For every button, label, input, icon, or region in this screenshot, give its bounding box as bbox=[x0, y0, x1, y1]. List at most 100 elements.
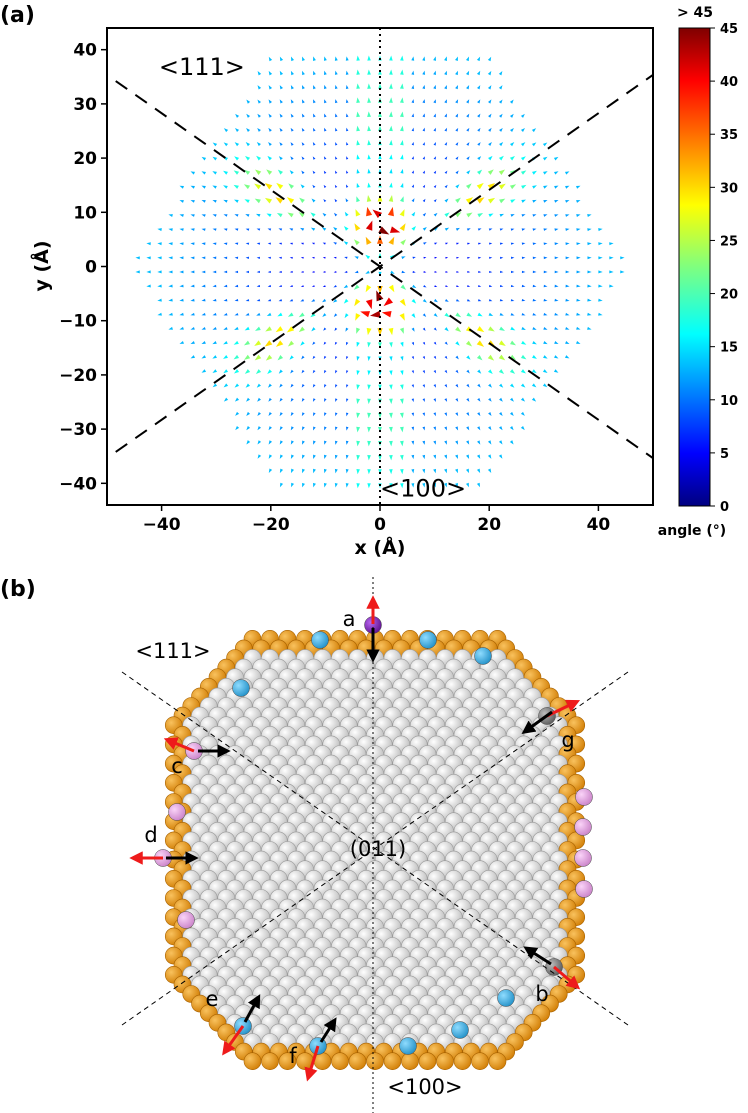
quiver-arrow bbox=[201, 355, 205, 358]
quiver-arrow bbox=[576, 228, 580, 231]
quiver-arrow bbox=[400, 183, 403, 188]
quiver-arrow bbox=[576, 285, 580, 288]
quiver-arrow bbox=[510, 142, 514, 146]
quiver-arrow bbox=[302, 114, 305, 118]
quiver-arrow bbox=[400, 69, 404, 74]
quiver-arrow bbox=[565, 200, 569, 203]
quiver-arrow bbox=[532, 214, 536, 217]
quiver-arrow bbox=[291, 440, 294, 444]
quiver-arrow bbox=[334, 313, 337, 317]
quiver-arrow bbox=[510, 426, 514, 430]
quiver-arrow bbox=[301, 243, 304, 245]
quiver-arrow bbox=[444, 113, 447, 117]
quiver-arrow bbox=[544, 257, 548, 260]
quiver-arrow bbox=[543, 171, 548, 175]
quiver-arrow bbox=[179, 313, 183, 316]
quiver-arrow bbox=[312, 257, 315, 259]
quiver-arrow bbox=[254, 340, 261, 346]
quiver-arrow bbox=[499, 184, 506, 190]
quiver-arrow bbox=[324, 113, 326, 117]
quiver-arrow bbox=[346, 483, 349, 487]
quiver-arrow bbox=[521, 369, 526, 373]
quiver-arrow bbox=[400, 398, 404, 404]
quiver-arrow bbox=[346, 56, 349, 60]
quiver-arrow bbox=[360, 311, 370, 317]
quiver-arrow bbox=[412, 285, 416, 288]
quiver-arrow bbox=[466, 128, 469, 132]
quiver-arrow bbox=[255, 199, 261, 204]
quiver-arrow bbox=[367, 182, 370, 187]
quiver-arrow bbox=[412, 342, 414, 345]
quiver-arrow bbox=[477, 114, 480, 118]
quiver-arrow bbox=[455, 85, 458, 89]
quiver-arrow bbox=[301, 257, 304, 259]
quiver-arrow bbox=[389, 455, 393, 460]
quiver-arrow bbox=[499, 412, 503, 416]
quiver-arrow bbox=[400, 370, 403, 375]
quiver-arrow bbox=[422, 85, 425, 89]
cluster-dir-111: <111> bbox=[135, 639, 210, 663]
quiver-arrow bbox=[500, 228, 504, 230]
quiver-arrow bbox=[324, 99, 327, 103]
quiver-arrow bbox=[299, 327, 305, 333]
x-tick-label: −40 bbox=[143, 515, 181, 535]
quiver-arrow bbox=[500, 285, 503, 287]
quiver-arrow bbox=[311, 228, 315, 231]
quiver-arrow bbox=[444, 128, 447, 132]
quiver-arrow bbox=[335, 384, 337, 387]
surface-adatom bbox=[420, 632, 437, 649]
quiver-arrow bbox=[244, 341, 250, 346]
quiver-arrow bbox=[346, 142, 348, 145]
quiver-arrow bbox=[444, 455, 447, 459]
quiver-arrow bbox=[455, 327, 461, 333]
quiver-arrow bbox=[466, 85, 469, 89]
quiver-arrow bbox=[587, 299, 591, 302]
quiver-arrow bbox=[254, 184, 261, 190]
quiver-arrow bbox=[323, 271, 326, 273]
quiver-arrow bbox=[280, 85, 283, 89]
quiver-arrow bbox=[521, 412, 525, 416]
quiver-arrow bbox=[213, 228, 217, 231]
quiver-arrow bbox=[324, 85, 327, 89]
quiver-arrow bbox=[477, 142, 480, 146]
quiver-arrow bbox=[235, 313, 239, 315]
quiver-arrow bbox=[291, 114, 294, 118]
surface-adatom bbox=[575, 819, 592, 836]
quiver-arrow bbox=[235, 383, 240, 387]
quiver-arrow bbox=[477, 440, 480, 444]
colorbar-tick-label: 45 bbox=[720, 22, 738, 37]
quiver-arrow bbox=[146, 256, 150, 259]
quiver-arrow bbox=[269, 454, 272, 458]
quiver-arrow bbox=[179, 200, 183, 203]
quiver-arrow bbox=[532, 341, 537, 344]
quiver-arrow bbox=[246, 285, 249, 287]
quiver-arrow bbox=[499, 169, 505, 175]
edge-atom bbox=[384, 1053, 401, 1070]
quiver-arrow bbox=[323, 328, 326, 331]
quiver-arrow bbox=[291, 398, 294, 402]
quiver-arrow bbox=[455, 142, 458, 146]
quiver-arrow bbox=[190, 299, 194, 302]
quiver-arrow bbox=[554, 299, 558, 302]
quiver-arrow bbox=[412, 128, 414, 132]
quiver-arrow bbox=[265, 340, 273, 346]
colorbar-tick-label: 40 bbox=[720, 75, 738, 90]
quiver-arrow bbox=[466, 183, 472, 188]
quiver-arrow bbox=[466, 440, 469, 444]
quiver-arrow bbox=[356, 328, 360, 334]
quiver-arrow bbox=[258, 85, 262, 89]
quiver-arrow bbox=[302, 156, 305, 160]
quiver-arrow bbox=[365, 255, 370, 259]
quiver-arrow bbox=[357, 183, 360, 188]
quiver-arrow bbox=[234, 185, 239, 189]
quiver-arrow bbox=[367, 195, 371, 202]
quiver-arrow bbox=[280, 440, 283, 444]
quiver-arrow bbox=[543, 200, 547, 203]
quiver-arrow bbox=[367, 140, 371, 145]
quiver-arrow bbox=[301, 184, 305, 188]
quiver-arrow bbox=[532, 142, 536, 146]
quiver-arrow bbox=[279, 257, 282, 259]
quiver-arrow bbox=[521, 142, 525, 146]
quiver-arrow bbox=[400, 111, 404, 117]
quiver-arrow bbox=[433, 71, 436, 75]
